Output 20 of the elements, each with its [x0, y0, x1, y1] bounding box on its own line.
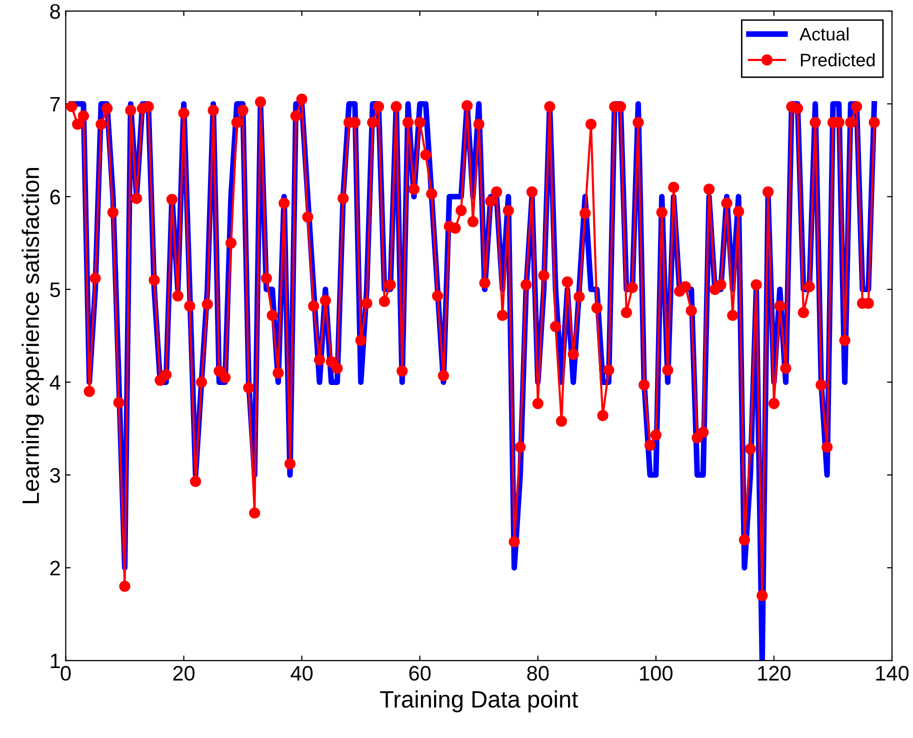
x-tick-label: 80 [527, 666, 549, 681]
y-tick-label: 5 [50, 282, 60, 298]
y-tick-label: 6 [50, 190, 60, 204]
x-tick-label: 60 [409, 666, 431, 681]
x-tick-label: 20 [173, 666, 195, 681]
x-tick-label: 100 [640, 666, 672, 681]
y-tick-label: 3 [50, 468, 60, 483]
x-tick-label: 120 [758, 666, 791, 681]
x-tick-label: 140 [876, 666, 909, 681]
legend-label: Predicted [800, 53, 875, 66]
y-tick-label: 8 [50, 4, 60, 19]
y-tick-label: 1 [50, 654, 60, 668]
x-tick-label: 40 [290, 666, 313, 681]
x-tick-label: 0 [60, 666, 71, 681]
y-tick-label: 2 [50, 560, 60, 576]
y-tick-label: 7 [50, 97, 60, 112]
legend-label: Actual [800, 27, 848, 41]
y-axis-title: Learning experience satisfaction [22, 168, 44, 504]
x-axis-title: Training Data point [380, 690, 578, 712]
y-tick-label: 4 [50, 375, 60, 390]
